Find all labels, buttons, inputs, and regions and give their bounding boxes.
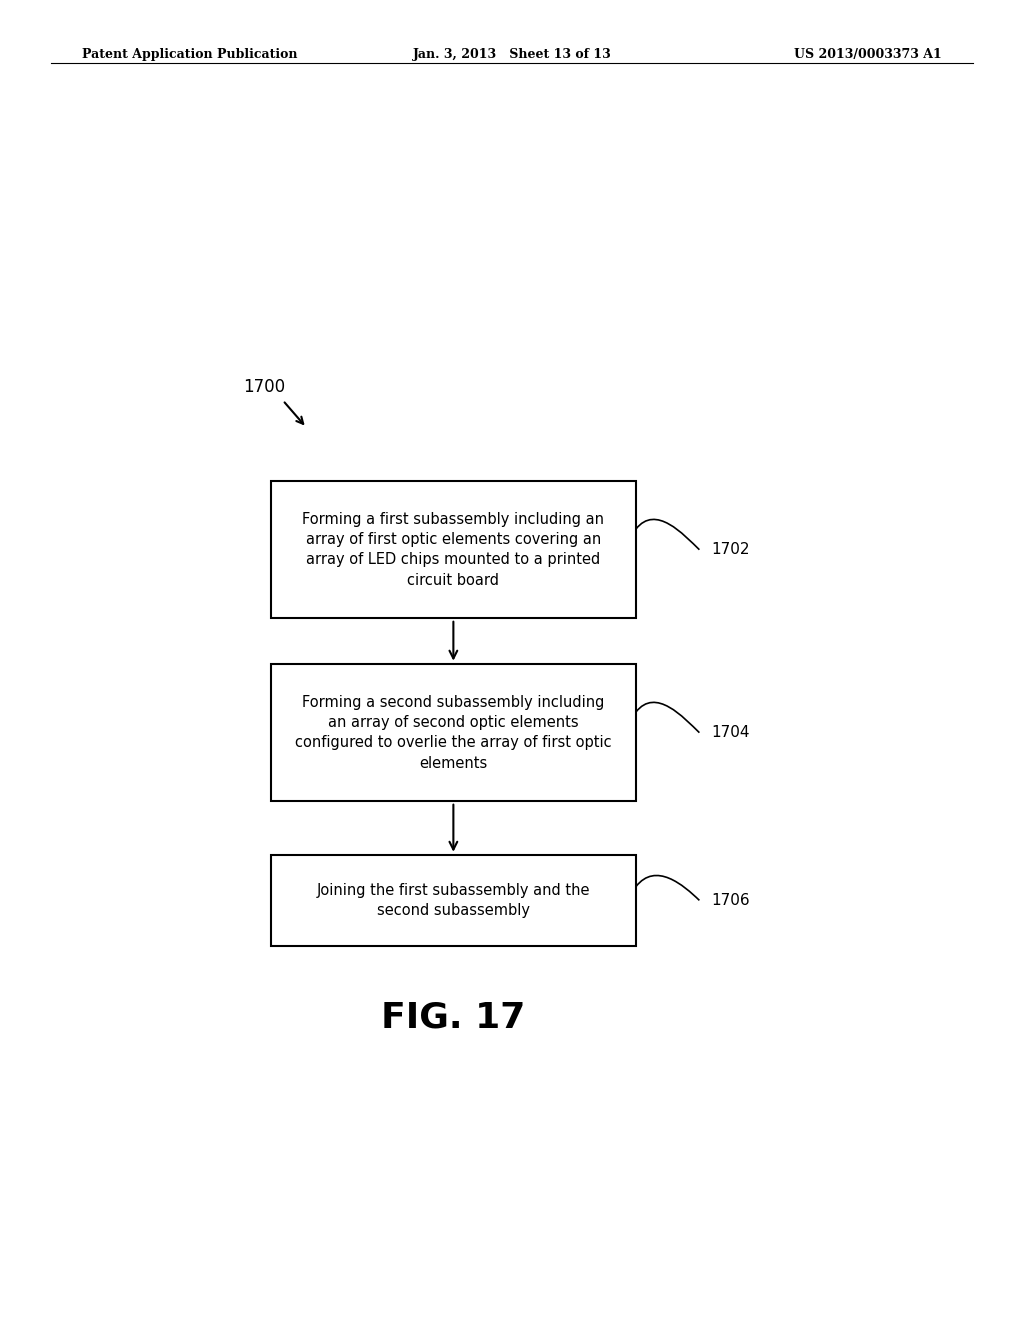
FancyBboxPatch shape <box>270 664 636 801</box>
Text: FIG. 17: FIG. 17 <box>381 1001 525 1035</box>
Text: Jan. 3, 2013   Sheet 13 of 13: Jan. 3, 2013 Sheet 13 of 13 <box>413 48 611 61</box>
Text: Forming a second subassembly including
an array of second optic elements
configu: Forming a second subassembly including a… <box>295 694 611 771</box>
Text: Patent Application Publication: Patent Application Publication <box>82 48 297 61</box>
Text: 1700: 1700 <box>243 378 286 396</box>
Text: 1704: 1704 <box>712 725 750 741</box>
Text: Forming a first subassembly including an
array of first optic elements covering : Forming a first subassembly including an… <box>302 512 604 587</box>
FancyBboxPatch shape <box>270 480 636 618</box>
FancyBboxPatch shape <box>270 854 636 946</box>
Text: 1706: 1706 <box>712 892 750 908</box>
Text: US 2013/0003373 A1: US 2013/0003373 A1 <box>795 48 942 61</box>
Text: 1702: 1702 <box>712 543 750 557</box>
Text: Joining the first subassembly and the
second subassembly: Joining the first subassembly and the se… <box>316 883 590 919</box>
